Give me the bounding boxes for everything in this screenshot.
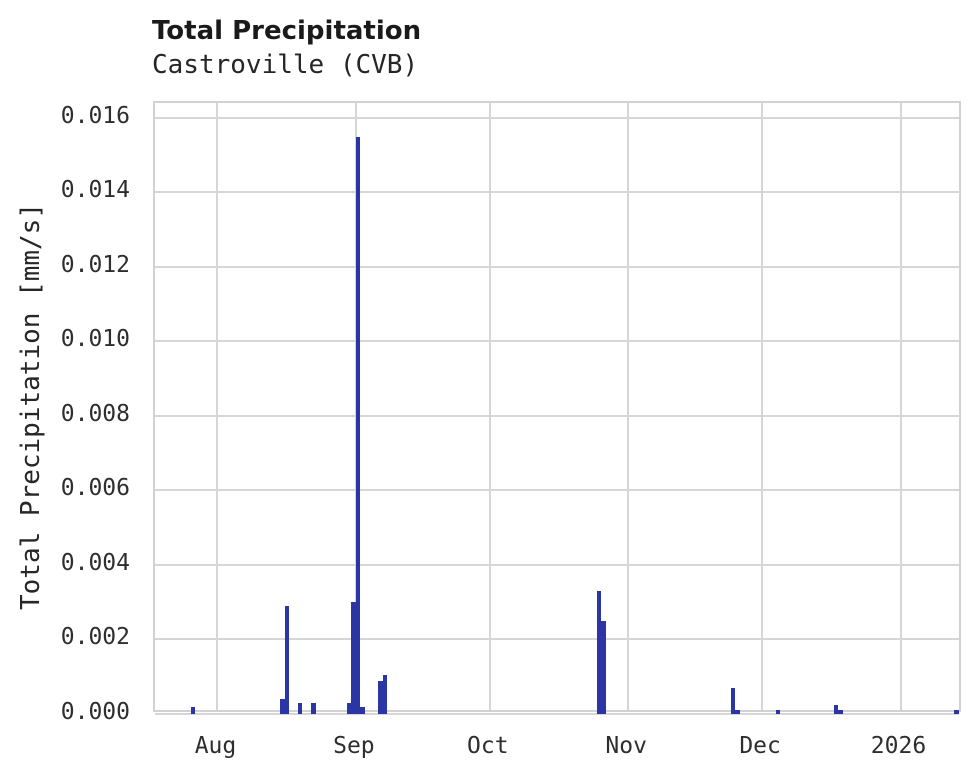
precipitation-bar <box>284 606 289 714</box>
precipitation-bar <box>351 602 356 714</box>
y-tick-label: 0.000 <box>60 699 130 725</box>
y-gridline <box>155 117 959 119</box>
x-gridline <box>900 103 902 710</box>
y-tick-label: 0.008 <box>60 400 130 427</box>
y-tick-label: 0.002 <box>60 624 130 651</box>
y-gridline <box>155 266 959 268</box>
precipitation-bar <box>347 702 352 714</box>
y-tick-label: 0.016 <box>60 102 130 129</box>
y-tick-label: 0.010 <box>60 326 130 353</box>
x-gridline <box>216 103 218 710</box>
y-gridline <box>155 489 959 491</box>
precipitation-bar <box>378 680 383 714</box>
x-tick-label: Nov <box>605 733 647 759</box>
precipitation-bar <box>596 591 602 714</box>
y-gridline <box>155 415 959 417</box>
precipitation-bar <box>360 706 365 714</box>
precipitation-bar <box>280 699 285 714</box>
precipitation-bar <box>838 710 843 714</box>
x-gridline <box>627 103 629 710</box>
precipitation-bar <box>601 620 606 714</box>
precipitation-bar <box>730 687 736 714</box>
y-tick-label: 0.004 <box>60 549 130 576</box>
precipitation-bar <box>311 702 316 714</box>
x-tick-label: Dec <box>739 733 781 759</box>
x-gridline <box>489 103 491 710</box>
y-tick-label: 0.006 <box>60 475 130 502</box>
y-gridline <box>155 713 959 715</box>
x-tick-label: Sep <box>333 733 375 759</box>
precipitation-bar <box>775 710 780 714</box>
precipitation-bar <box>355 136 361 714</box>
precipitation-bar <box>382 674 388 714</box>
x-gridline <box>761 103 763 710</box>
y-tick-label: 0.014 <box>60 177 130 204</box>
y-tick-label: 0.012 <box>60 251 130 278</box>
y-gridline <box>155 564 959 566</box>
x-tick-label: 2026 <box>870 733 927 759</box>
y-gridline <box>155 638 959 640</box>
plot-area <box>153 101 961 715</box>
precipitation-bar <box>297 702 303 714</box>
precipitation-bar <box>190 706 196 714</box>
x-tick-label: Aug <box>194 733 237 759</box>
x-tick-label: Oct <box>467 733 509 759</box>
precipitation-bar <box>735 710 740 714</box>
chart-subtitle: Castroville (CVB) <box>152 50 419 80</box>
precipitation-bar <box>833 704 838 714</box>
chart-title: Total Precipitation <box>152 16 422 46</box>
y-gridline <box>155 191 959 193</box>
y-gridline <box>155 340 959 342</box>
precipitation-bar <box>954 710 959 714</box>
